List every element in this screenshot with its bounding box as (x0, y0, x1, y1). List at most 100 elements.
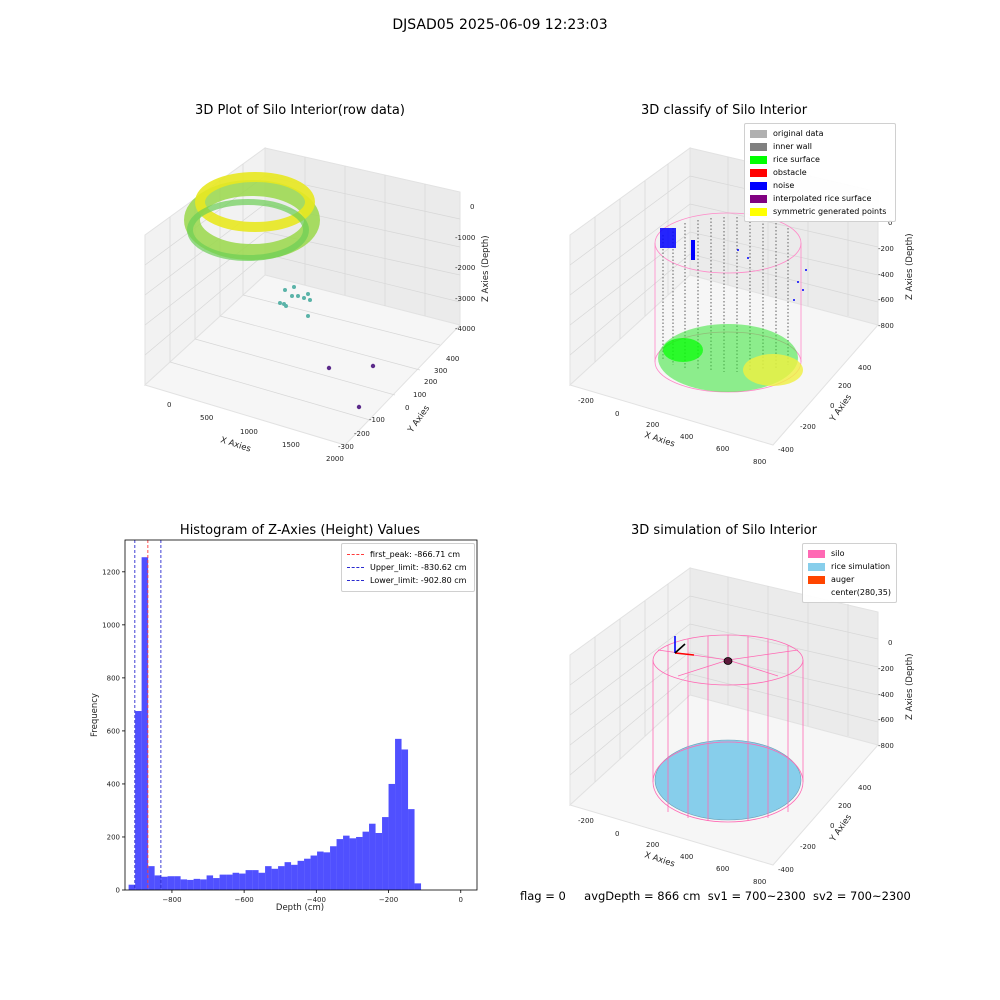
histogram-bar (200, 879, 207, 890)
legend-item-center: center(280,35) (808, 586, 891, 599)
raw-ytick: 200 (424, 378, 437, 386)
legend-swatch (808, 575, 825, 584)
histogram-ytick-label: 0 (116, 887, 120, 895)
legend-item-obstacle: obstacle (750, 166, 890, 179)
status-line: flag = 0 avgDepth = 866 cm sv1 = 700~230… (520, 889, 911, 903)
histogram-bar (278, 866, 285, 890)
histogram-bar (291, 864, 298, 890)
classify-3d-plot[interactable]: -200 0 200 400 600 800 X Axies -400 -200… (548, 130, 920, 480)
classify-y-ticks: -400 -200 0 200 400 (778, 364, 871, 454)
simulation-3d-plot[interactable]: -200 0 200 400 600 800 X Axies -400 -200… (548, 550, 920, 895)
simulation-legend: silo rice simulation auger center(280,35… (802, 543, 897, 603)
legend-line (347, 580, 364, 581)
status-avg-depth: avgDepth = 866 cm (584, 889, 701, 903)
histogram-bar (180, 879, 188, 890)
histogram-xtick-label: 0 (459, 896, 463, 904)
classify-ztick: -200 (878, 245, 894, 253)
raw-scatter-points (278, 285, 312, 318)
raw-outlier-points (326, 363, 376, 410)
legend-label: inner wall (773, 142, 813, 151)
histogram-ytick-label: 200 (107, 833, 120, 841)
legend-swatch (750, 207, 767, 216)
classify-z-ticks: 0 -200 -400 -600 -800 (878, 219, 894, 330)
classify-x-ticks: -200 0 200 400 600 800 (578, 397, 766, 466)
legend-label: first_peak: -866.71 cm (370, 550, 461, 559)
classify-zlabel: Z Axies (Depth) (905, 233, 915, 300)
simulation-ztick: -800 (878, 742, 894, 750)
simulation-ytick: 400 (858, 784, 871, 792)
legend-swatch (808, 549, 825, 558)
legend-item-first-peak: first_peak: -866.71 cm (347, 548, 469, 561)
legend-item-upper-limit: Upper_limit: -830.62 cm (347, 561, 469, 574)
legend-item-symmetric: symmetric generated points (750, 205, 890, 218)
histogram-bar (297, 860, 305, 890)
legend-item-silo: silo (808, 547, 891, 560)
histogram-bar (265, 866, 272, 890)
histogram-bar (349, 838, 357, 890)
legend-item-rice-simulation: rice simulation (808, 560, 891, 573)
simulation-y-ticks: -400 -200 0 200 400 (778, 784, 871, 874)
simulation-z-ticks: 0 -200 -400 -600 -800 (878, 639, 894, 750)
simulation-xtick: -200 (578, 817, 594, 825)
histogram-ytick-label: 600 (107, 727, 120, 735)
histogram-bar (232, 872, 240, 890)
classify-xtick: 200 (646, 421, 659, 429)
legend-swatch (808, 589, 825, 597)
status-sv2: sv2 = 700~2300 (812, 889, 911, 903)
histogram-legend: first_peak: -866.71 cm Upper_limit: -830… (341, 543, 475, 592)
raw-z-ticks: 0 -1000 -2000 -3000 -4000 (455, 203, 475, 333)
legend-swatch (750, 129, 767, 138)
simulation-axes-triad-icon (674, 636, 695, 656)
histogram-bar (271, 868, 279, 890)
histogram-bar (213, 878, 220, 890)
classify-rice-surface (658, 324, 803, 392)
histogram-xtick-label: −600 (235, 896, 254, 904)
raw-3d-plot[interactable]: 0 500 1000 1500 2000 X Axies -300 -200 -… (120, 130, 490, 480)
raw-y-ticks: -300 -200 -100 0 100 200 300 400 (338, 355, 459, 451)
histogram-bar (148, 866, 155, 890)
simulation-xlabel: X Axies (643, 850, 676, 869)
raw-xtick: 0 (167, 401, 171, 409)
histogram-bar (356, 836, 363, 890)
histogram-bar (330, 846, 337, 890)
simulation-xtick: 0 (615, 830, 619, 838)
histogram-ylabel: Frequency (90, 693, 100, 737)
histogram-bar (382, 817, 389, 890)
legend-swatch (750, 142, 767, 151)
simulation-ztick: 0 (888, 639, 892, 647)
simulation-xtick: 600 (716, 865, 729, 873)
legend-swatch (750, 168, 767, 177)
histogram-bar (414, 883, 422, 890)
histogram-chart[interactable]: −800 −600 −400 −200 0 0 200 400 600 800 1000 1200 D… (80, 530, 500, 920)
classify-noise-points (660, 228, 807, 301)
histogram-bar (193, 878, 201, 890)
legend-label: obstacle (773, 168, 807, 177)
classify-plot-title: 3D classify of Silo Interior (640, 103, 808, 118)
raw-xtick: 2000 (326, 455, 344, 463)
legend-label: rice surface (773, 155, 820, 164)
legend-swatch (750, 194, 767, 203)
legend-item-rice-surface: rice surface (750, 153, 890, 166)
histogram-bar (369, 823, 376, 890)
histogram-bar (167, 876, 175, 890)
simulation-x-ticks: -200 0 200 400 600 800 (578, 817, 766, 886)
status-flag: flag = 0 (520, 889, 566, 903)
histogram-bar (401, 749, 409, 890)
classify-xtick: 800 (753, 458, 766, 466)
histogram-ytick-label: 1000 (102, 621, 120, 629)
histogram-frame (124, 539, 478, 891)
raw-3d-panes (144, 147, 461, 446)
histogram-bar (239, 873, 246, 890)
raw-ytick: 100 (413, 391, 426, 399)
histogram-ytick-label: 1200 (102, 568, 120, 576)
simulation-ztick: -200 (878, 665, 894, 673)
histogram-bar (336, 839, 344, 890)
histogram-bar (317, 851, 324, 890)
legend-item-lower-limit: Lower_limit: -902.80 cm (347, 574, 469, 587)
classify-legend: original data inner wall rice surface ob… (744, 123, 896, 222)
legend-item-original-data: original data (750, 127, 890, 140)
legend-item-noise: noise (750, 179, 890, 192)
legend-label: noise (773, 181, 795, 190)
raw-x-ticks: 0 500 1000 1500 2000 (167, 401, 344, 463)
legend-label: original data (773, 129, 824, 138)
